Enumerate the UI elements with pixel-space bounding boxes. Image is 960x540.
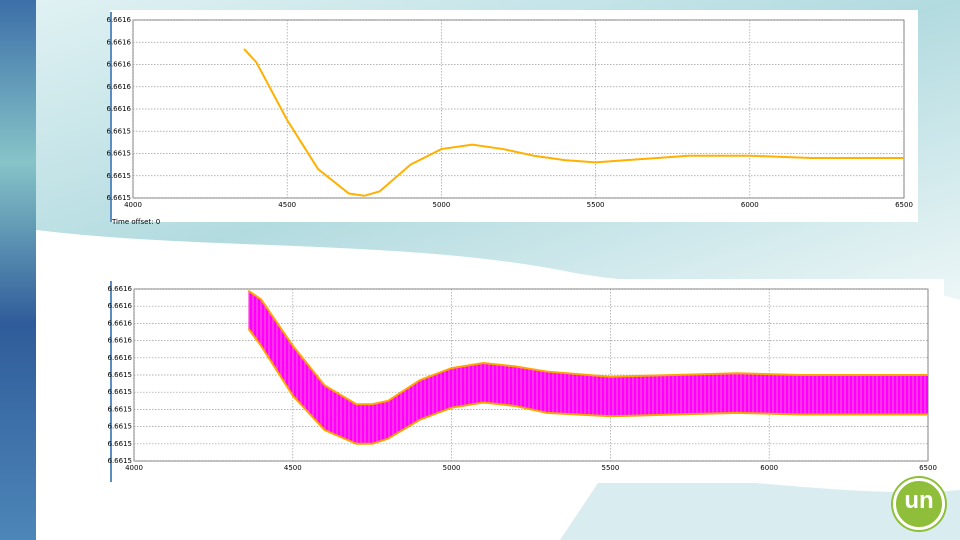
y-tick-label: 6.6615 [107, 194, 132, 202]
series-line [247, 289, 928, 406]
y-tick-label: 6.6615 [108, 457, 133, 465]
y-tick-label: 6.6615 [108, 440, 133, 448]
y-tick-label: 6.6616 [108, 337, 133, 345]
y-tick-label: 6.6615 [108, 405, 133, 413]
series-line [247, 327, 928, 445]
y-tick-label: 6.6615 [108, 371, 133, 379]
y-tick-label: 6.6616 [108, 354, 133, 362]
y-tick-label: 6.6616 [108, 285, 133, 293]
y-tick-label: 6.6616 [108, 319, 133, 327]
y-tick-label: 6.6616 [107, 38, 132, 46]
y-tick-label: 6.6615 [107, 127, 132, 135]
x-tick-label: 5500 [587, 201, 605, 209]
x-tick-label: 6500 [895, 201, 913, 209]
y-tick-label: 6.6616 [107, 105, 132, 113]
band [248, 290, 928, 444]
y-tick-label: 6.6616 [107, 61, 132, 69]
logo: un [893, 478, 945, 530]
x-tick-label: 5000 [443, 464, 461, 472]
annotation: Time offset: 0 [111, 218, 160, 226]
x-tick-label: 5000 [432, 201, 450, 209]
x-tick-label: 4000 [124, 201, 142, 209]
x-tick-label: 6000 [760, 464, 778, 472]
y-tick-label: 6.6616 [108, 302, 133, 310]
x-tick-label: 6000 [741, 201, 759, 209]
y-tick-label: 6.6615 [108, 423, 133, 431]
y-tick-label: 6.6616 [107, 83, 132, 91]
y-tick-label: 6.6616 [107, 16, 132, 24]
x-tick-label: 4500 [278, 201, 296, 209]
x-tick-label: 5500 [601, 464, 619, 472]
x-tick-label: 4500 [284, 464, 302, 472]
y-tick-label: 6.6615 [108, 388, 133, 396]
x-tick-label: 4000 [125, 464, 143, 472]
y-tick-label: 6.6615 [107, 150, 132, 158]
x-tick-label: 6500 [919, 464, 937, 472]
y-tick-label: 6.6615 [107, 172, 132, 180]
series-line [243, 48, 904, 197]
